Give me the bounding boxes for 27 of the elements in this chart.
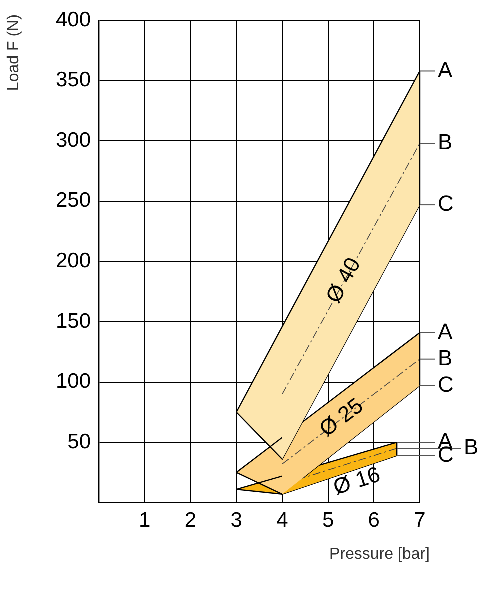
- x-tick-label: 7: [414, 509, 426, 532]
- x-tick-label: 3: [230, 509, 242, 532]
- x-tick-label: 6: [368, 509, 380, 532]
- x-tick-label: 4: [276, 509, 289, 532]
- annotation: B: [438, 345, 453, 370]
- y-tick-label: 400: [56, 8, 92, 32]
- y-tick-label: 100: [56, 370, 92, 394]
- y-tick-label: 300: [56, 128, 92, 152]
- y-tick-label: 350: [56, 68, 92, 92]
- y-tick-label: 50: [68, 430, 92, 454]
- y-tick-label: 200: [56, 249, 92, 272]
- y-tick-label: 250: [56, 189, 92, 212]
- annotation: B: [438, 130, 453, 155]
- x-tick-label: 5: [322, 509, 334, 532]
- y-axis-title: Load F (N): [5, 14, 22, 92]
- y-tick-label: 150: [56, 310, 92, 333]
- x-tick-label: 1: [139, 509, 151, 532]
- annotation: A: [438, 57, 453, 82]
- x-axis-title: Pressure [bar]: [330, 546, 430, 564]
- annotation: C: [438, 191, 454, 216]
- annotation: A: [438, 318, 453, 344]
- annotation: Ø 25: [314, 392, 368, 442]
- annotation: Ø 16: [330, 462, 384, 500]
- annotation: C: [438, 372, 454, 397]
- x-tick-label: 2: [184, 509, 197, 532]
- annotation: B: [464, 434, 479, 460]
- annotation: Ø 40: [320, 253, 366, 308]
